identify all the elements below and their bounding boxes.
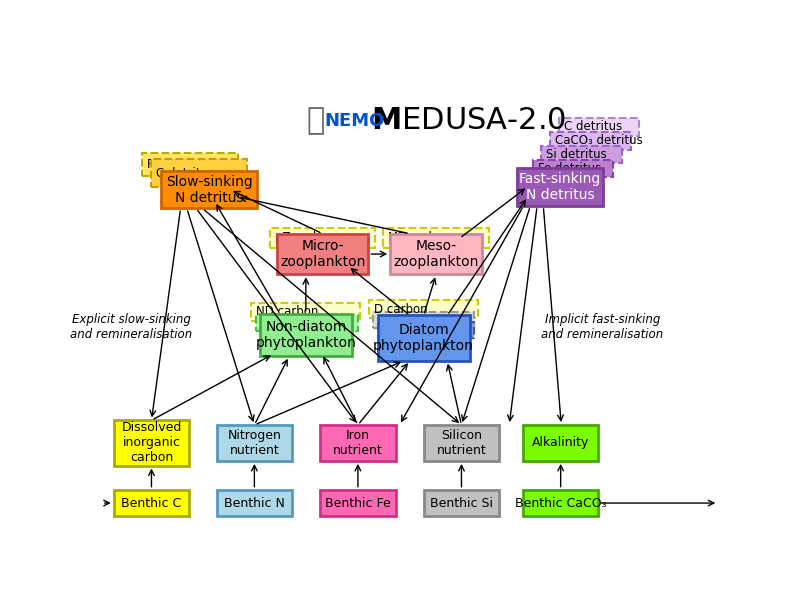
Text: Si detritus: Si detritus [546, 148, 607, 161]
FancyBboxPatch shape [523, 425, 598, 461]
FancyBboxPatch shape [142, 153, 238, 176]
Text: 🪼: 🪼 [306, 106, 325, 135]
FancyBboxPatch shape [114, 421, 190, 466]
FancyBboxPatch shape [378, 322, 474, 338]
Text: Implicit fast-sinking
and remineralisation: Implicit fast-sinking and remineralisati… [541, 313, 663, 341]
FancyBboxPatch shape [424, 490, 499, 517]
FancyBboxPatch shape [374, 312, 474, 328]
Text: MZ carbon: MZ carbon [388, 232, 451, 244]
Text: Iron
nutrient: Iron nutrient [333, 429, 382, 457]
Text: Benthic Fe: Benthic Fe [325, 497, 390, 509]
Text: Micro-
zooplankton: Micro- zooplankton [280, 239, 366, 269]
Text: Fast-sinking
N detritus: Fast-sinking N detritus [519, 172, 601, 202]
FancyBboxPatch shape [114, 490, 190, 517]
FancyBboxPatch shape [523, 490, 598, 517]
FancyBboxPatch shape [390, 233, 482, 274]
Text: Benthic Si: Benthic Si [430, 497, 493, 509]
Text: Slow-sinking
N detritus: Slow-sinking N detritus [166, 175, 253, 205]
FancyBboxPatch shape [320, 490, 396, 517]
Text: D chlorophyll: D chlorophyll [382, 324, 461, 337]
Text: Benthic C: Benthic C [122, 497, 182, 509]
FancyBboxPatch shape [217, 425, 292, 461]
FancyBboxPatch shape [378, 316, 470, 361]
Text: Benthic CaCO₃: Benthic CaCO₃ [515, 497, 606, 509]
FancyBboxPatch shape [424, 425, 499, 461]
FancyBboxPatch shape [320, 425, 396, 461]
FancyBboxPatch shape [151, 159, 247, 187]
Text: Benthic N: Benthic N [224, 497, 285, 509]
Text: Nitrogen
nutrient: Nitrogen nutrient [227, 429, 282, 457]
FancyBboxPatch shape [542, 146, 622, 163]
Text: ND carbon: ND carbon [256, 305, 318, 318]
Text: Non-diatom
phytoplankton: Non-diatom phytoplankton [255, 320, 356, 350]
Text: Meso-
zooplankton: Meso- zooplankton [394, 239, 478, 269]
Text: ND chlorophyll: ND chlorophyll [261, 316, 347, 329]
Text: CaCO₃ detritus: CaCO₃ detritus [555, 134, 643, 148]
FancyBboxPatch shape [558, 118, 639, 136]
Text: μZ carbon: μZ carbon [275, 232, 335, 244]
Text: Diatom
phytoplankton: Diatom phytoplankton [374, 323, 474, 353]
Text: C detritus: C detritus [564, 121, 622, 133]
Text: Explicit slow-sinking
and remineralisation: Explicit slow-sinking and remineralisati… [70, 313, 192, 341]
Text: D carbon: D carbon [374, 302, 428, 316]
Text: C detritus: C detritus [156, 167, 214, 180]
FancyBboxPatch shape [260, 314, 352, 356]
FancyBboxPatch shape [161, 172, 257, 208]
Text: NEMO: NEMO [324, 112, 384, 130]
FancyBboxPatch shape [256, 315, 358, 331]
FancyBboxPatch shape [550, 132, 630, 149]
Text: Fe detritus: Fe detritus [538, 162, 601, 175]
Text: Fe detritus: Fe detritus [147, 158, 210, 171]
Text: Alkalinity: Alkalinity [532, 436, 590, 449]
FancyBboxPatch shape [517, 168, 603, 206]
FancyBboxPatch shape [369, 300, 478, 318]
FancyBboxPatch shape [251, 303, 360, 320]
Text: Dissolved
inorganic
carbon: Dissolved inorganic carbon [122, 421, 182, 464]
Text: Silicon
nutrient: Silicon nutrient [437, 429, 486, 457]
Text: $\mathbf{M}$EDUSA-2.0: $\mathbf{M}$EDUSA-2.0 [371, 106, 566, 135]
FancyBboxPatch shape [277, 233, 369, 274]
FancyBboxPatch shape [217, 490, 292, 517]
FancyBboxPatch shape [533, 160, 614, 178]
FancyBboxPatch shape [383, 228, 489, 248]
Text: D silicon: D silicon [378, 314, 429, 326]
FancyBboxPatch shape [270, 228, 375, 248]
